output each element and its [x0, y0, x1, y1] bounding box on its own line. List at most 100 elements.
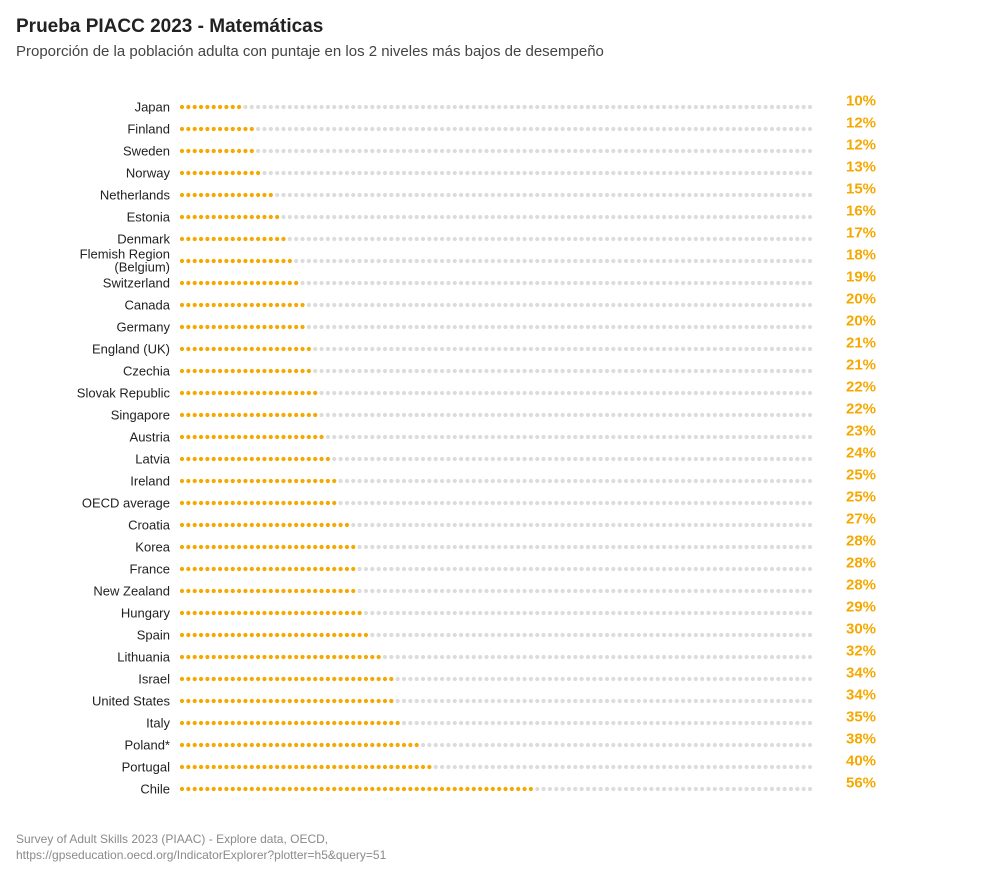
empty-dot [674, 390, 679, 396]
empty-dot [668, 698, 673, 704]
empty-dot [351, 214, 356, 220]
filled-dot [275, 368, 280, 374]
source-url[interactable]: https://gpseducation.oecd.org/IndicatorE… [16, 848, 387, 862]
empty-dot [706, 500, 711, 506]
empty-dot [414, 236, 419, 242]
filled-dot [344, 764, 350, 770]
empty-dot [611, 676, 616, 682]
filled-dot [351, 720, 356, 726]
empty-dot [776, 786, 781, 792]
empty-dot [503, 764, 508, 770]
empty-dot [655, 236, 660, 242]
empty-dot [427, 214, 432, 220]
empty-dot [547, 390, 553, 396]
empty-dot [763, 412, 768, 418]
empty-dot [535, 258, 540, 264]
filled-dot [344, 676, 350, 682]
empty-dot [807, 126, 813, 132]
empty-dot [681, 346, 686, 352]
empty-dot [452, 236, 457, 242]
filled-dot [262, 258, 267, 264]
category-label: Poland* [124, 738, 170, 753]
filled-dot [217, 214, 223, 220]
filled-dot [497, 786, 502, 792]
empty-dot [376, 258, 381, 264]
empty-dot [439, 104, 445, 110]
empty-dot [630, 346, 635, 352]
empty-dot [357, 104, 362, 110]
empty-dot [376, 412, 381, 418]
filled-dot [243, 720, 248, 726]
empty-dot [738, 720, 743, 726]
empty-dot [541, 764, 546, 770]
empty-dot [706, 346, 711, 352]
empty-dot [490, 390, 495, 396]
empty-dot [681, 390, 686, 396]
empty-dot [585, 192, 591, 198]
filled-dot [224, 676, 229, 682]
empty-dot [782, 192, 787, 198]
empty-dot [363, 478, 369, 484]
empty-dot [579, 566, 584, 572]
filled-dot [179, 676, 185, 682]
empty-dot [414, 126, 419, 132]
category-label-line: Flemish Region [80, 247, 170, 262]
filled-dot [224, 280, 229, 286]
empty-dot [585, 544, 591, 550]
value-label: 22% [846, 401, 876, 418]
empty-dot [623, 412, 629, 418]
filled-dot [313, 742, 318, 748]
empty-dot [420, 258, 426, 264]
filled-dot [211, 742, 216, 748]
empty-dot [769, 148, 775, 154]
filled-dot [230, 148, 235, 154]
empty-dot [573, 258, 578, 264]
empty-dot [719, 236, 724, 242]
empty-dot [427, 258, 432, 264]
empty-dot [655, 676, 660, 682]
empty-dot [408, 170, 413, 176]
empty-dot [357, 456, 362, 462]
empty-dot [382, 346, 388, 352]
filled-dot [249, 786, 254, 792]
filled-dot [446, 786, 451, 792]
empty-dot [566, 280, 572, 286]
filled-dot [192, 214, 197, 220]
filled-dot [313, 654, 318, 660]
filled-dot [294, 324, 299, 330]
filled-dot [344, 566, 350, 572]
empty-dot [579, 742, 584, 748]
filled-dot [211, 632, 216, 638]
empty-dot [427, 676, 432, 682]
empty-dot [769, 434, 775, 440]
filled-dot [287, 522, 292, 528]
filled-dot [363, 654, 369, 660]
filled-dot [262, 280, 267, 286]
empty-dot [642, 192, 648, 198]
empty-dot [782, 632, 787, 638]
empty-dot [389, 192, 394, 198]
filled-dot [236, 280, 242, 286]
empty-dot [465, 654, 470, 660]
empty-dot [744, 588, 749, 594]
empty-dot [579, 786, 584, 792]
filled-dot [211, 412, 216, 418]
filled-dot [186, 654, 191, 660]
empty-dot [338, 302, 343, 308]
empty-dot [490, 654, 495, 660]
empty-dot [769, 610, 775, 616]
empty-dot [370, 170, 375, 176]
empty-dot [427, 236, 432, 242]
empty-dot [497, 500, 502, 506]
empty-dot [427, 522, 432, 528]
filled-dot [313, 456, 318, 462]
filled-dot [363, 764, 369, 770]
empty-dot [579, 676, 584, 682]
filled-dot [275, 786, 280, 792]
value-label: 21% [846, 357, 876, 374]
empty-dot [370, 104, 375, 110]
empty-dot [585, 632, 591, 638]
empty-dot [623, 566, 629, 572]
empty-dot [535, 500, 540, 506]
empty-dot [592, 368, 597, 374]
